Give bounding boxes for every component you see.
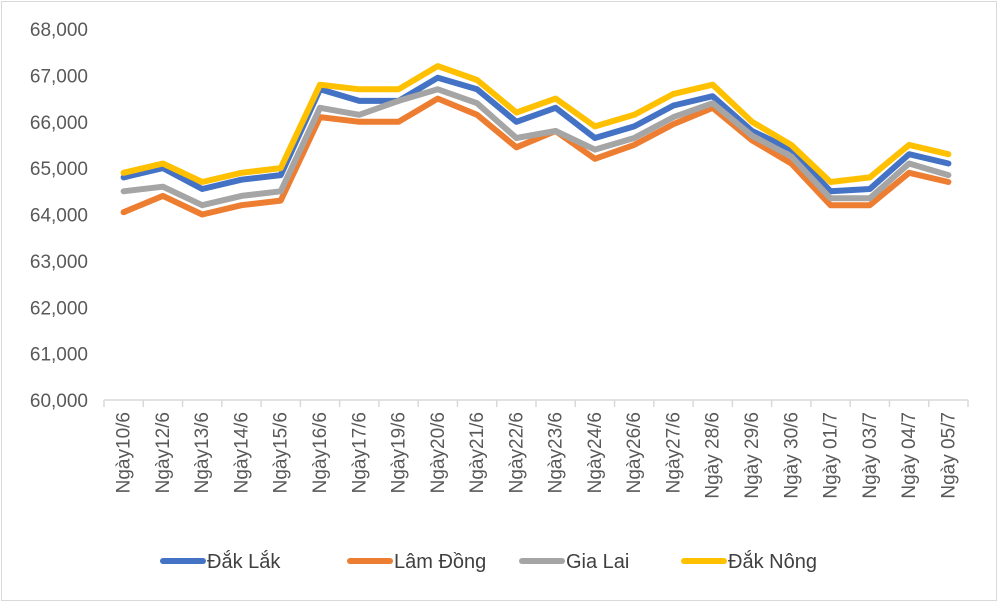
x-tick-label: Ngày 01/7 (821, 412, 842, 499)
x-tick-label: Ngày 29/6 (742, 412, 763, 499)
y-axis: 60,000 61,000 62,000 63,000 64,000 65,000 66,0… (30, 20, 88, 412)
series-line-1 (120, 95, 952, 218)
x-tick-label: Ngày27/6 (663, 412, 684, 493)
x-tick-label: Ngày10/6 (114, 412, 135, 493)
x-tick-label: Ngày19/6 (389, 412, 410, 493)
y-tick-label: 61,000 (30, 345, 88, 366)
x-tick-label: Ngày24/6 (585, 412, 606, 493)
x-tick-label: Ngày23/6 (546, 412, 567, 493)
y-tick-label: 67,000 (30, 66, 88, 87)
series-line-0 (120, 74, 952, 195)
x-axis: Ngày10/6 Ngày12/6 Ngày13/6 Ngày14/6 Ngày15/6… (103, 399, 969, 499)
x-tick-label: Ngày 04/7 (899, 412, 920, 499)
x-tick-label: Ngày 28/6 (703, 412, 724, 499)
x-tick-label: Ngày 05/7 (938, 412, 959, 499)
x-tick-label: Ngày15/6 (271, 412, 292, 493)
y-tick-label: 63,000 (30, 252, 88, 273)
x-tick-label: Ngày17/6 (349, 412, 370, 493)
legend-label: Đắk Nông (728, 550, 817, 573)
y-tick-label: 64,000 (30, 206, 88, 227)
x-tick-label: Ngày16/6 (310, 412, 331, 493)
x-tick-label: Ngày21/6 (467, 412, 488, 493)
y-tick-label: 60,000 (30, 391, 88, 412)
legend-label: Lâm Đồng (394, 551, 486, 573)
legend-label: Gia Lai (566, 551, 629, 573)
series-line-3 (120, 63, 952, 185)
x-tick-label: Ngày 30/6 (781, 412, 802, 499)
x-tick-label: Ngày 03/7 (860, 412, 881, 499)
series-lines (120, 63, 952, 218)
x-tick-label: Ngày26/6 (624, 412, 645, 493)
x-tick-label: Ngày20/6 (428, 412, 449, 493)
y-tick-label: 68,000 (30, 20, 88, 41)
y-tick-label: 66,000 (30, 113, 88, 134)
x-tick-label: Ngày14/6 (231, 412, 252, 493)
y-tick-label: 65,000 (30, 159, 88, 180)
series-line-2 (120, 86, 952, 209)
y-tick-label: 62,000 (30, 298, 88, 319)
legend: Đắk Lắk Lâm Đồng Gia Lai Đắk Nông (160, 550, 817, 573)
legend-label: Đắk Lắk (207, 550, 281, 573)
x-tick-label: Ngày13/6 (192, 412, 213, 493)
x-tick-label: Ngày22/6 (506, 412, 527, 493)
x-tick-label: Ngày12/6 (153, 412, 174, 493)
